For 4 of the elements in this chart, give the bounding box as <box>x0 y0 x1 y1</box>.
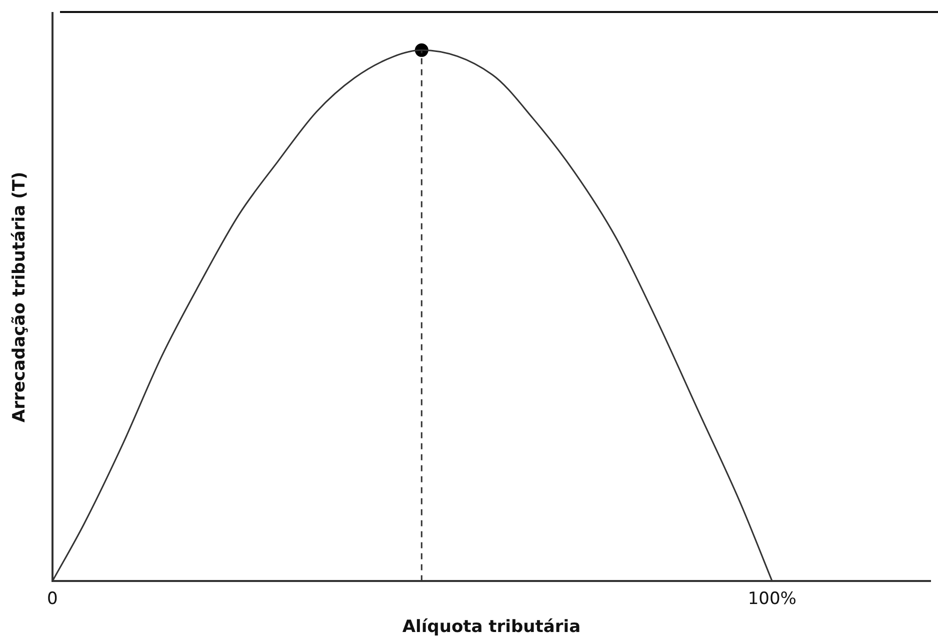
x-tick-label: 100% <box>748 588 796 609</box>
y-axis-title: Arrecadação tributária (T) <box>10 172 30 422</box>
x-tick-label: 0 <box>46 588 58 609</box>
x-axis-title: Alíquota tributária <box>402 617 581 638</box>
